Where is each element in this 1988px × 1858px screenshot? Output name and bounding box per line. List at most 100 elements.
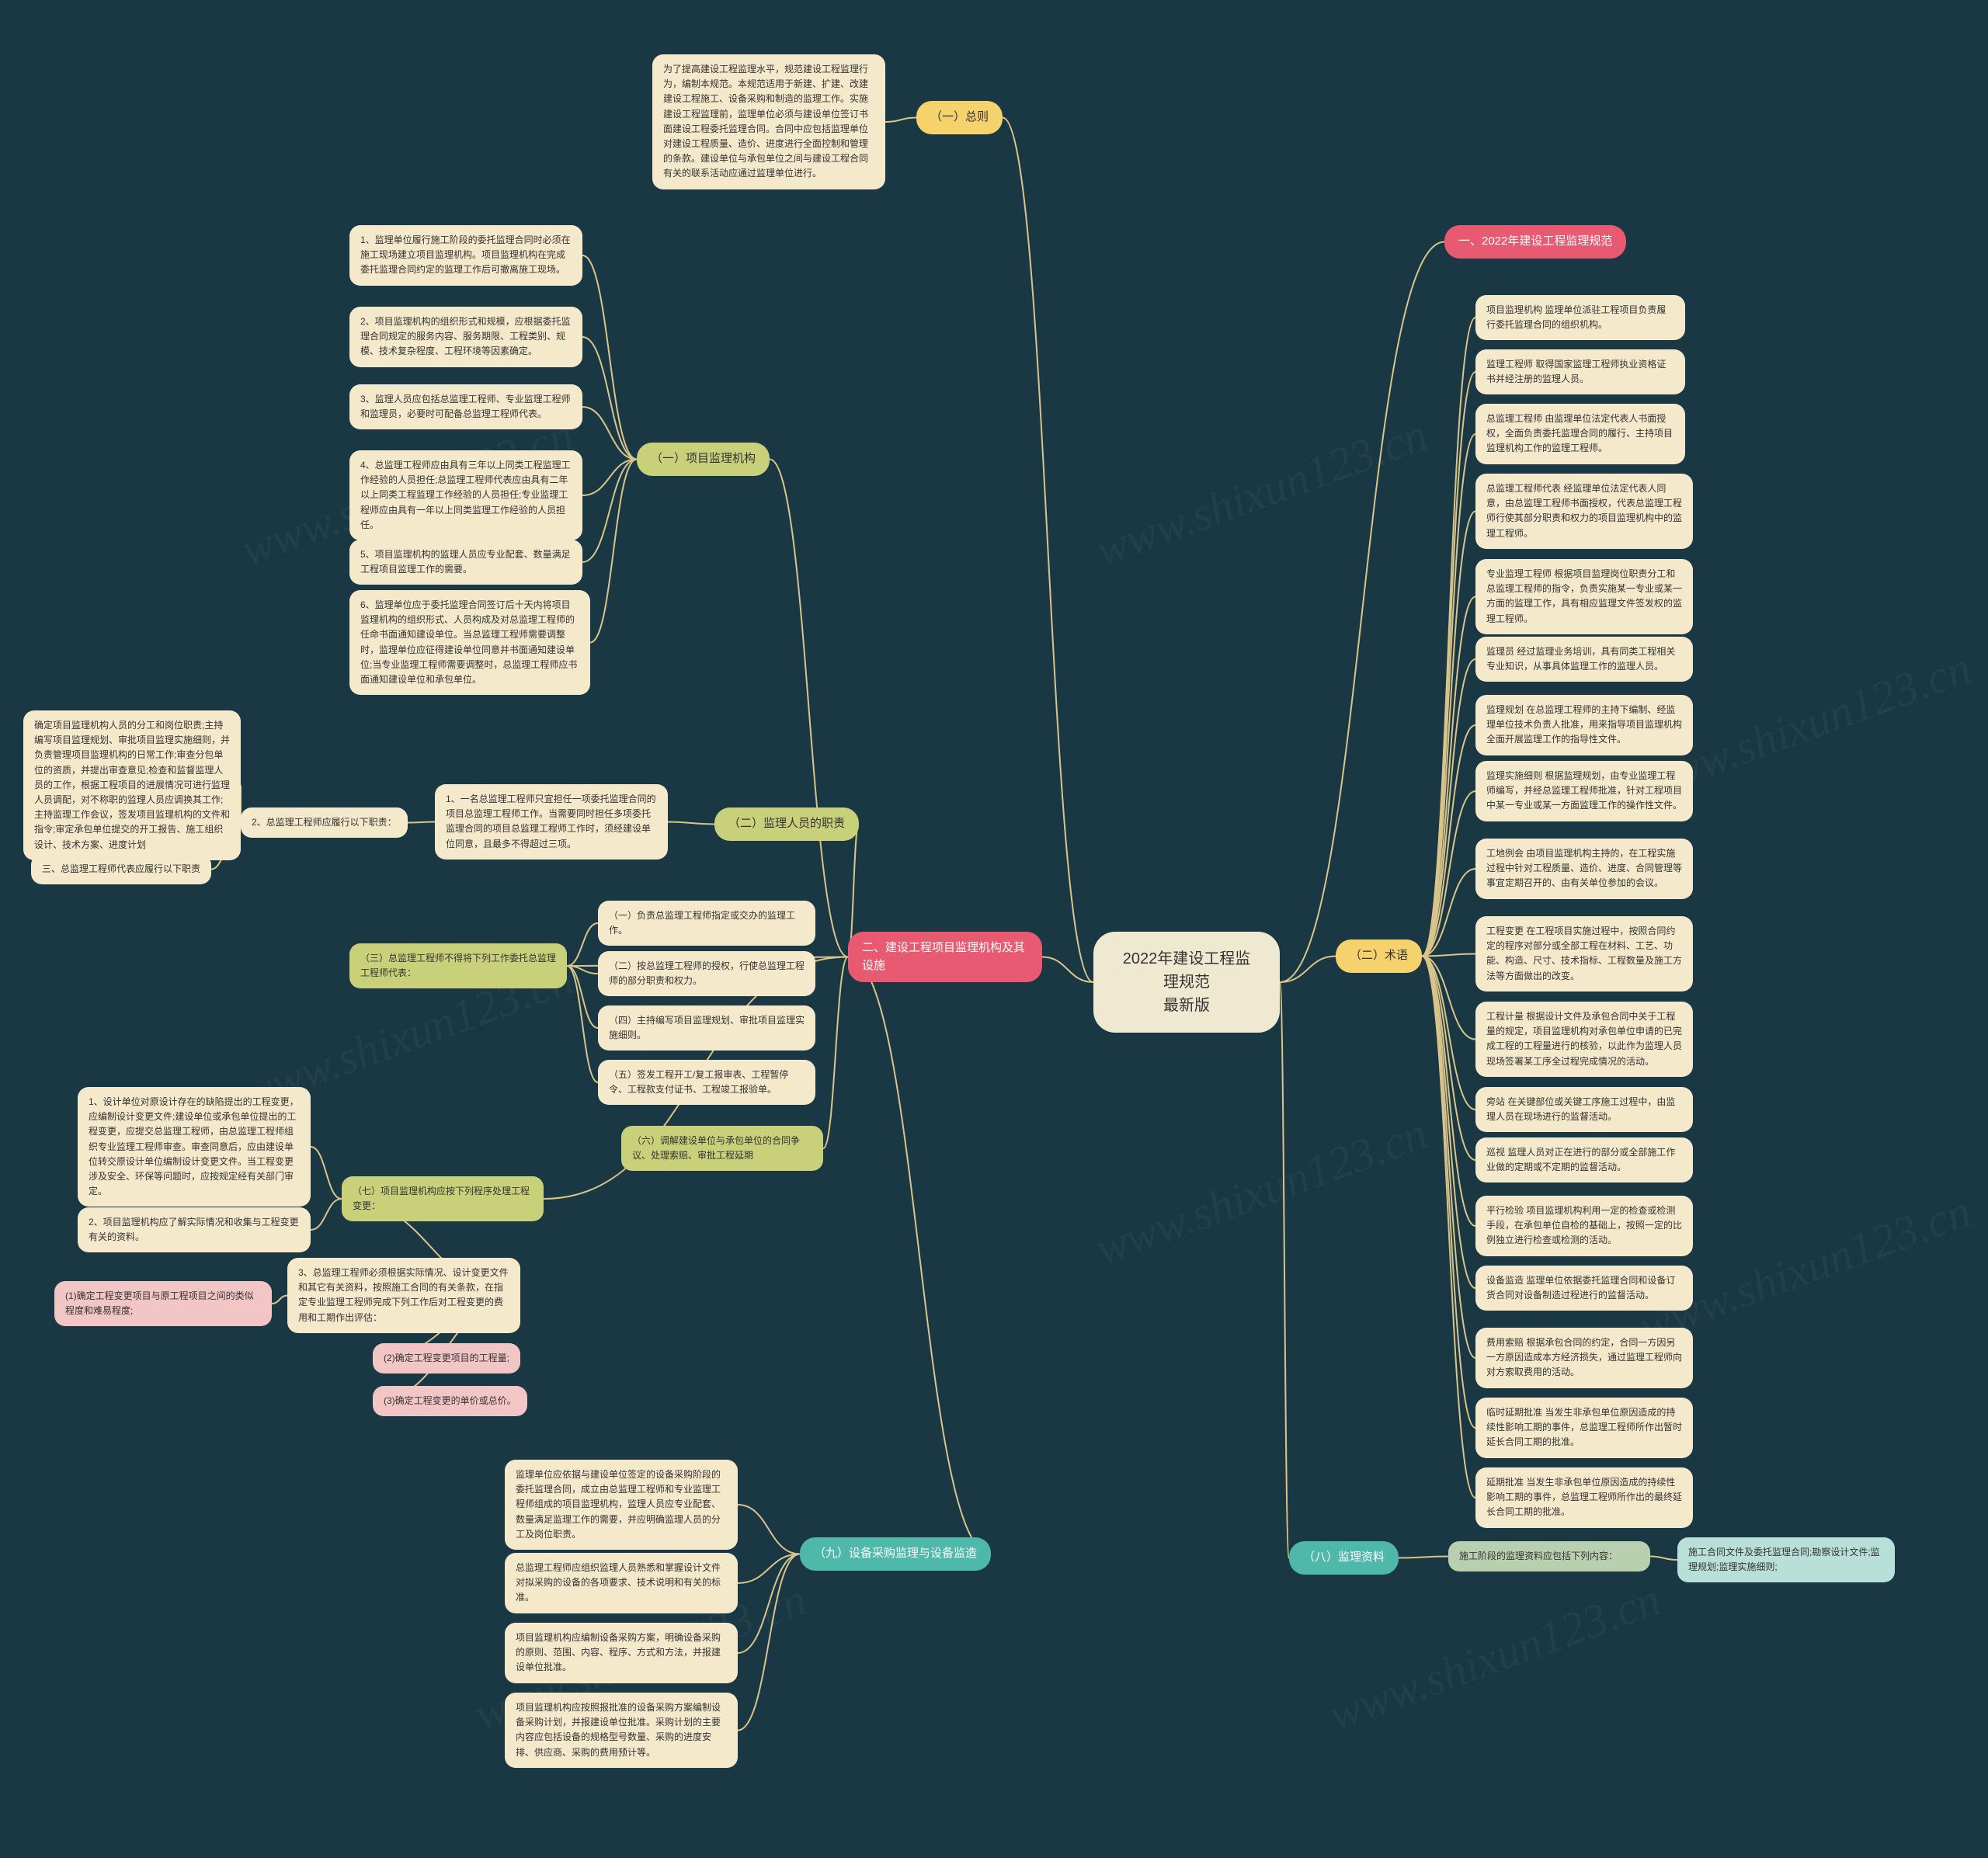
node-s9: （九）设备采购监理与设备监造	[800, 1537, 991, 1571]
node-t3: 总监理工程师 由监理单位法定代表人书面授权，全面负责委托监理合同的履行、主持项目…	[1475, 404, 1685, 464]
node-d3: 3、总监理工程师必须根据实际情况、设计变更文件和其它有关资料，按照施工合同的有关…	[287, 1258, 520, 1333]
edge-s1z-z1	[885, 118, 916, 123]
edge-root-s1	[1280, 242, 1444, 983]
node-p7: （七）项目监理机构应按下列程序处理工程变更：	[342, 1176, 544, 1221]
node-t2: 监理工程师 取得国家监理工程师执业资格证书并经注册的监理人员。	[1475, 349, 1685, 394]
node-d1: 1、设计单位对原设计存在的缺陷提出的工程变更，应编制设计变更文件;建设单位或承包…	[78, 1087, 311, 1207]
node-t8: 监理实施细则 根据监理规划，由专业监理工程师编写，并经总监理工程师批准，针对工程…	[1475, 761, 1693, 821]
node-d2: 2、项目监理机构应了解实际情况和收集与工程变更有关的资料。	[78, 1207, 311, 1252]
node-t10: 工程变更 在工程项目实施过程中，按照合同约定的程序对部分或全部工程在材料、工艺、…	[1475, 916, 1693, 992]
node-e4: 项目监理机构应按照报批准的设备采购方案编制设备采购计划，并报建设单位批准。采购计…	[505, 1693, 738, 1768]
edge-p3-c1	[567, 923, 598, 966]
edge-s2-t17	[1422, 957, 1475, 1429]
edge-p3-c3	[567, 966, 598, 1028]
edge-p7-d1	[311, 1147, 342, 1199]
edge-p3-c4	[567, 966, 598, 1082]
edge-s3-p1	[770, 460, 848, 957]
edge-root-s8	[1280, 982, 1289, 1558]
edge-s3-s9	[848, 957, 991, 1554]
edge-d3-d3a	[272, 1296, 287, 1304]
node-a1: 1、监理单位履行施工阶段的委托监理合同时必须在施工现场建立项目监理机构。项目监理…	[349, 225, 582, 286]
edge-root-s2	[1280, 957, 1336, 983]
node-p1: （一）项目监理机构	[637, 443, 770, 476]
node-c4: （五）签发工程开工/复工报审表、工程暂停令、工程款支付证书、工程竣工报验单。	[598, 1060, 815, 1105]
node-s1: 一、2022年建设工程监理规范	[1444, 225, 1626, 259]
node-t16: 费用索赔 根据承包合同的约定，合同一方因另一方原因造成本方经济损失，通过监理工程…	[1475, 1328, 1693, 1388]
node-a2: 2、项目监理机构的组织形式和规模，应根据委托监理合同规定的服务内容、服务期限、工…	[349, 307, 582, 367]
node-z1: 为了提高建设工程监理水平，规范建设工程监理行为，编制本规范。本规范适用于新建、扩…	[652, 54, 885, 189]
node-p3: （三）总监理工程师不得将下列工作委托总监理工程师代表：	[349, 943, 567, 988]
node-b24: 三、总监理工程师代表应履行以下职责	[31, 854, 211, 884]
node-e1: 监理单位应依据与建设单位签定的设备采购阶段的委托监理合同，成立由总监理工程师和专…	[505, 1460, 738, 1550]
edge-s2-t15	[1422, 957, 1475, 1289]
node-d3a: (1)确定工程变更项目与原工程项目之间的类似程度和难易程度;	[54, 1281, 272, 1326]
edge-b21-b22	[408, 822, 435, 823]
edge-s2-t16	[1422, 957, 1475, 1359]
edge-root-s3	[1042, 957, 1093, 983]
node-a5: 5、项目监理机构的监理人员应专业配套、数量满足工程项目监理工作的需要。	[349, 540, 582, 585]
node-a6: 6、监理单位应于委托监理合同签订后十天内将项目监理机构的组织形式、人员构成及对总…	[349, 590, 590, 695]
edge-s9-e3	[738, 1554, 800, 1654]
node-m1: 施工阶段的监理资料应包括下列内容：	[1448, 1541, 1650, 1571]
node-t15: 设备监造 监理单位依据委托监理合同和设备订货合同对设备制造过程进行的监督活动。	[1475, 1266, 1693, 1311]
node-t18: 延期批准 当发生非承包单位原因造成的持续性影响工期的事件，总监理工程师所作出的最…	[1475, 1467, 1693, 1528]
node-t7: 监理规划 在总监理工程师的主持下编制、经监理单位技术负责人批准，用来指导项目监理…	[1475, 695, 1693, 755]
edge-p3-c2	[567, 966, 598, 974]
node-p6: （六）调解建设单位与承包单位的合同争议、处理索赔、审批工程延期	[621, 1126, 823, 1171]
node-s2: （二）术语	[1336, 939, 1422, 973]
edge-p1-a2	[582, 337, 637, 460]
edge-p1-a6	[590, 460, 637, 643]
node-s8: （八）监理资料	[1289, 1541, 1399, 1575]
node-t6: 监理员 经过监理业务培训，具有同类工程相关专业知识，从事具体监理工作的监理人员。	[1475, 637, 1693, 682]
edge-s9-e1	[738, 1505, 800, 1554]
edge-s2-t10	[1422, 954, 1475, 957]
edge-s2-t9	[1422, 869, 1475, 957]
node-t5: 专业监理工程师 根据项目监理岗位职责分工和总监理工程师的指令，负责实施某一专业或…	[1475, 559, 1693, 634]
watermark: www.shixun123.cn	[1322, 1572, 1667, 1742]
edge-p1-a1	[582, 255, 637, 460]
node-t1: 项目监理机构 监理单位派驻工程项目负责履行委托监理合同的组织机构。	[1475, 295, 1685, 340]
node-c3: （四）主持编写项目监理规划、审批项目监理实施细则。	[598, 1005, 815, 1051]
edge-s2-t1	[1422, 318, 1475, 957]
edge-s2-t5	[1422, 597, 1475, 957]
edge-s2-t12	[1422, 957, 1475, 1110]
edge-s2-t11	[1422, 957, 1475, 1040]
edge-s2-t14	[1422, 957, 1475, 1227]
edge-s3-p6	[823, 957, 848, 1149]
edge-s2-t2	[1422, 372, 1475, 957]
edge-s9-e4	[738, 1554, 800, 1731]
node-p2: （二）监理人员的职责	[714, 807, 859, 841]
node-t12: 旁站 在关键部位或关键工序施工过程中，由监理人员在现场进行的监督活动。	[1475, 1087, 1693, 1132]
node-e3: 项目监理机构应编制设备采购方案，明确设备采购的原则、范围、内容、程序、方式和方法…	[505, 1623, 738, 1683]
node-s3: 二、建设工程项目监理机构及其设施	[848, 932, 1042, 982]
node-s1z: （一）总则	[916, 101, 1003, 134]
edge-p7-d2	[311, 1199, 342, 1230]
node-t14: 平行检验 项目监理机构利用一定的检查或检测手段，在承包单位自检的基础上，按照一定…	[1475, 1196, 1693, 1256]
edge-s2-t13	[1422, 957, 1475, 1161]
edge-s2-t4	[1422, 512, 1475, 957]
watermark: www.shixun123.cn	[1089, 408, 1434, 577]
node-t17: 临时延期批准 当发生非承包单位原因造成的持续性影响工期的事件，总监理工程师所作出…	[1475, 1398, 1693, 1458]
node-root: 2022年建设工程监理规范最新版	[1093, 932, 1280, 1033]
node-a4: 4、总监理工程师应由具有三年以上同类工程监理工作经验的人员担任;总监理工程师代表…	[349, 450, 582, 540]
node-t4: 总监理工程师代表 经监理单位法定代表人同意，由总监理工程师书面授权，代表总监理工…	[1475, 474, 1693, 549]
node-e2: 总监理工程师应组织监理人员熟悉和掌握设计文件对拟采购的设备的各项要求、技术说明和…	[505, 1553, 738, 1613]
edge-p1-a4	[582, 460, 637, 496]
node-c1: （一）负责总监理工程师指定或交办的监理工作。	[598, 901, 815, 946]
edge-s2-t18	[1422, 957, 1475, 1499]
node-d3c: (3)确定工程变更的单价或总价。	[373, 1386, 527, 1416]
edge-p1-a3	[582, 407, 637, 460]
node-t13: 巡视 监理人员对正在进行的部分或全部施工作业做的定期或不定期的监督活动。	[1475, 1137, 1693, 1183]
edge-s8-m1	[1399, 1557, 1448, 1558]
node-b22: 2、总监理工程师应履行以下职责：	[241, 807, 408, 838]
edge-s2-t7	[1422, 725, 1475, 957]
node-b23: 确定项目监理机构人员的分工和岗位职责;主持编写项目监理规划、审批项目监理实施细则…	[23, 710, 241, 860]
watermark: www.shixun123.cn	[1089, 1106, 1434, 1276]
edge-s2-t8	[1422, 791, 1475, 957]
node-d3b: (2)确定工程变更项目的工程量;	[373, 1343, 520, 1374]
edge-p2-b21	[668, 822, 714, 825]
node-t9: 工地例会 由项目监理机构主持的，在工程实施过程中针对工程质量、造价、进度、合同管…	[1475, 839, 1693, 899]
node-m2: 施工合同文件及委托监理合同;勘察设计文件;监理规划;监理实施细则;	[1677, 1537, 1895, 1582]
node-c2: （二）按总监理工程师的授权，行使总监理工程师的部分职责和权力。	[598, 951, 815, 996]
edge-root-s1z	[1003, 118, 1093, 983]
